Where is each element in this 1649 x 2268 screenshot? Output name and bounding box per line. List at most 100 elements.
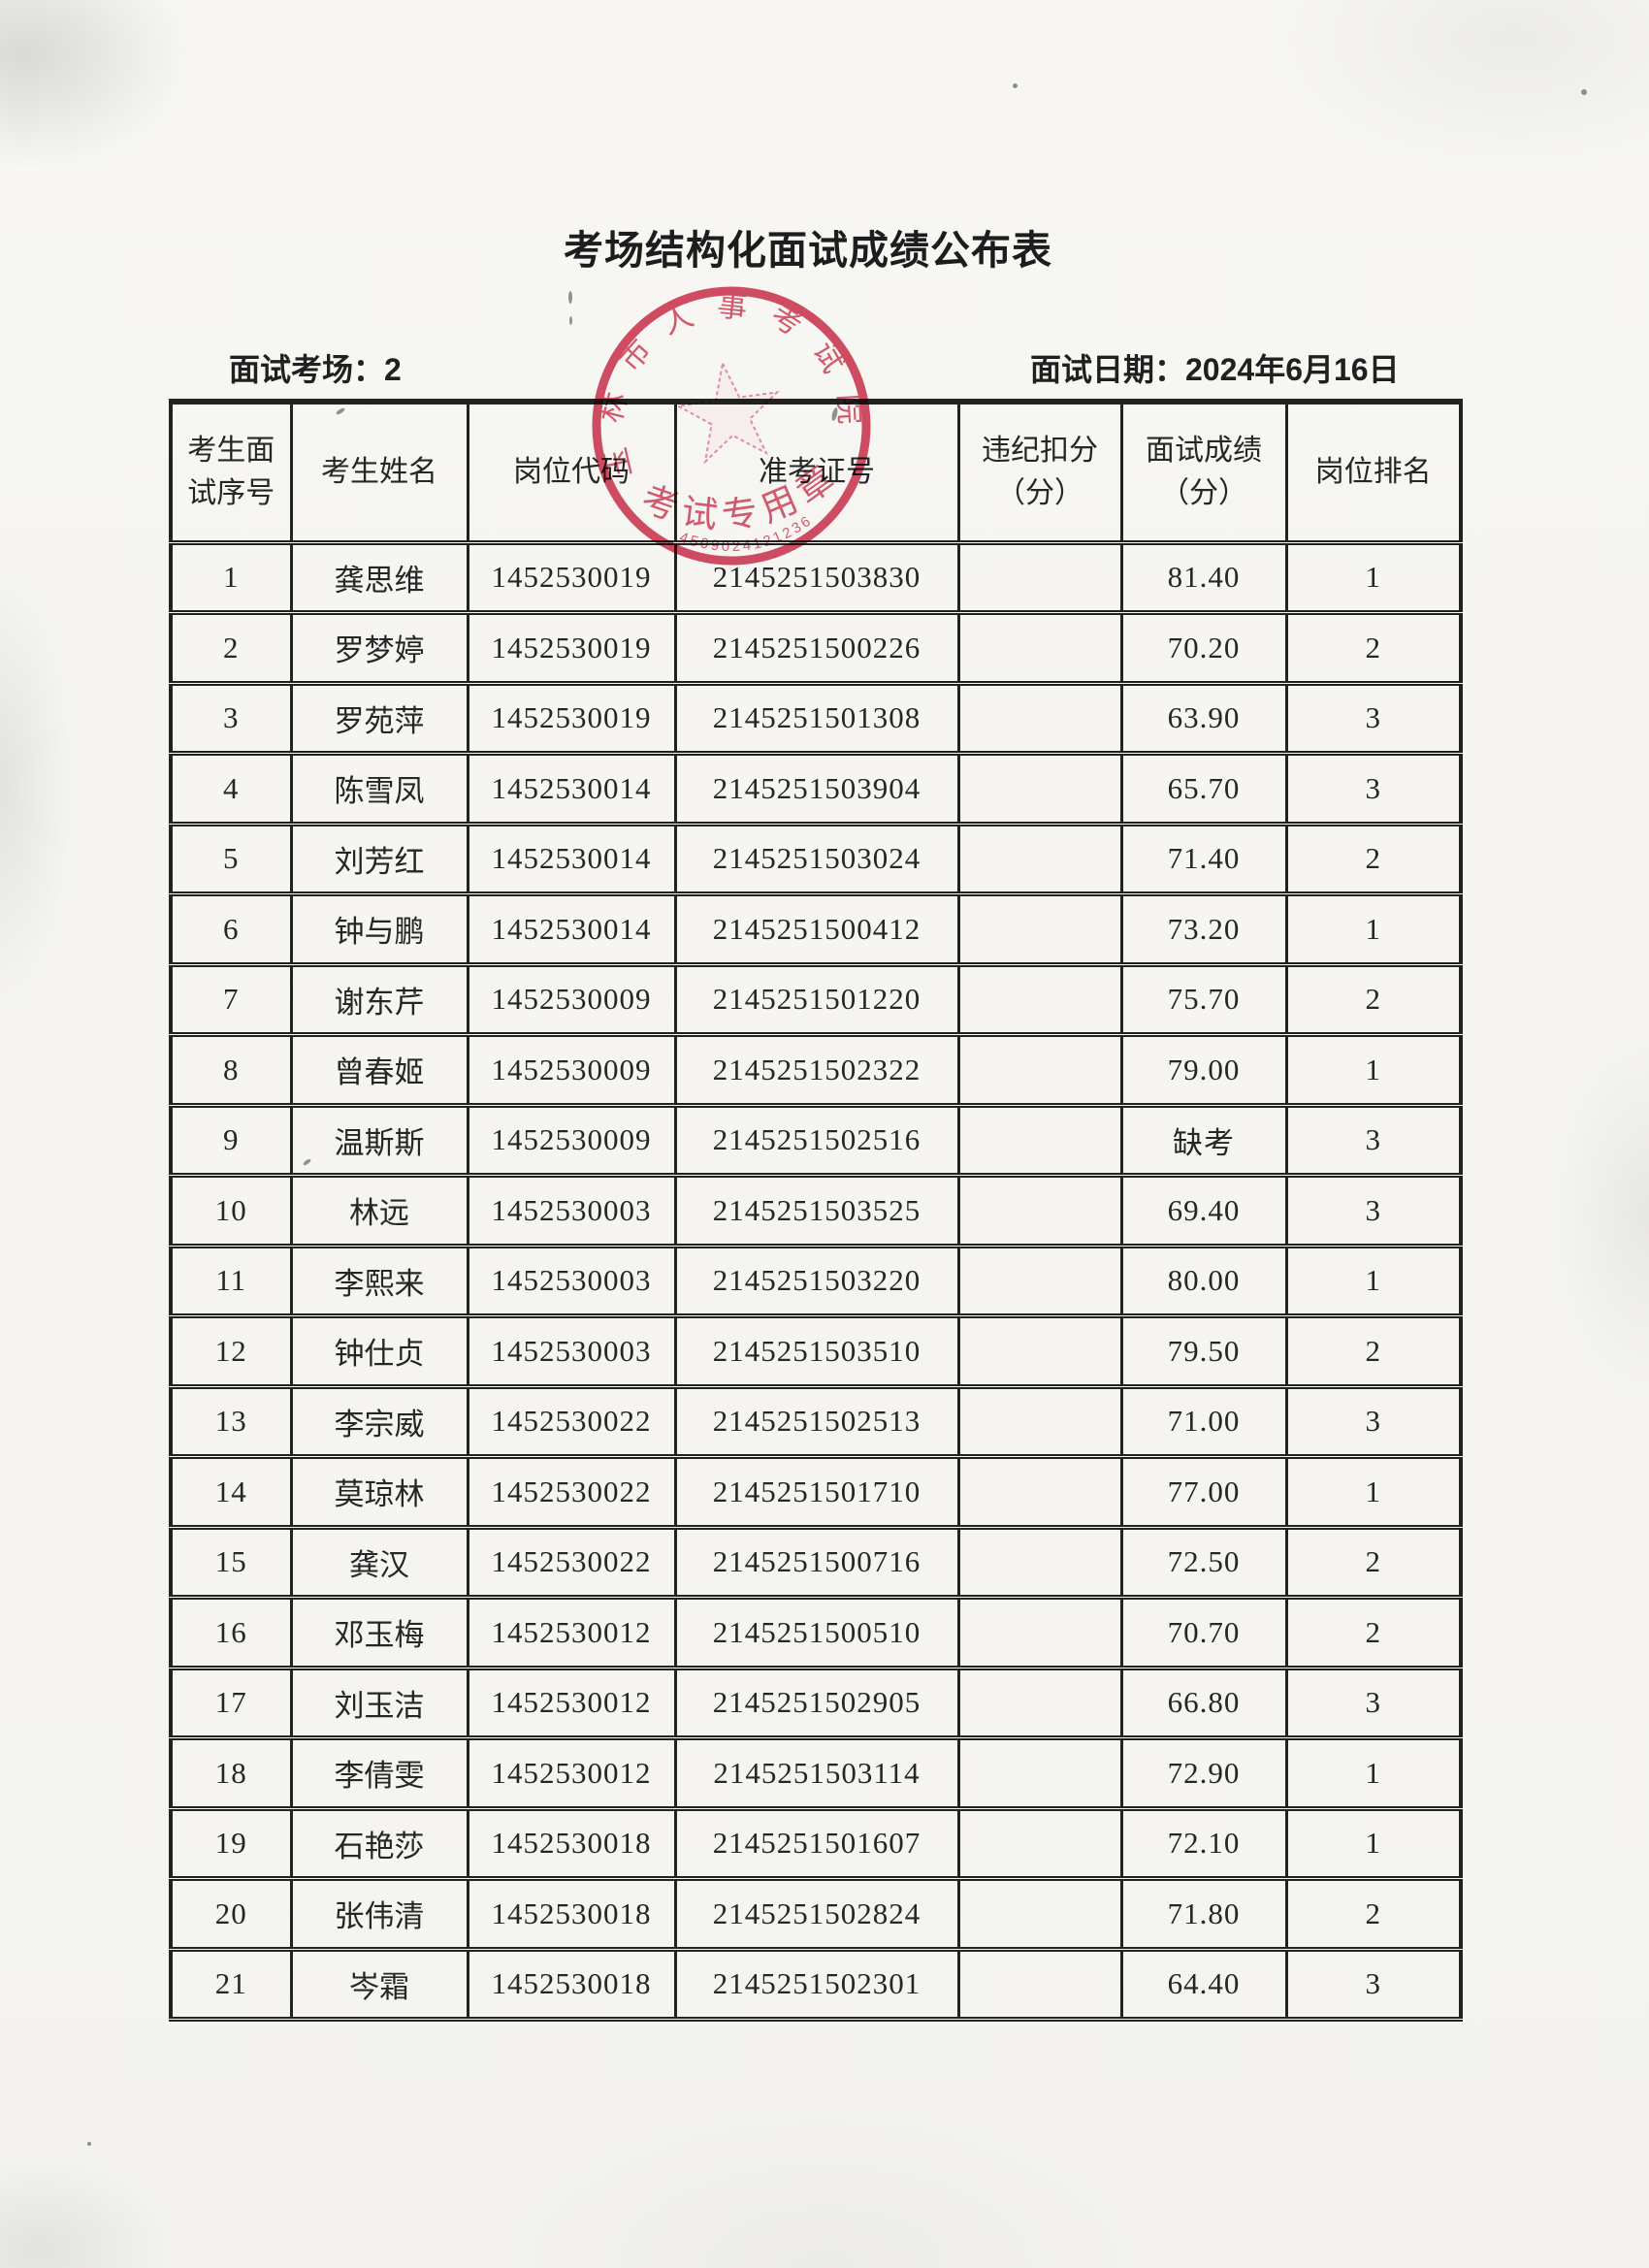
cell-score: 71.00 (1119, 1383, 1288, 1459)
cell-score: 81.40 (1119, 539, 1288, 615)
table-row: 12 钟仕贞 1452530003 2145251503510 79.50 2 (169, 1313, 1463, 1389)
cell-job-code: 1452530018 (466, 1946, 677, 2022)
table-row: 6 钟与鹏 1452530014 2145251500412 73.20 1 (169, 891, 1463, 967)
cell-job-code: 1452530012 (466, 1665, 677, 1740)
cell-score: 70.20 (1119, 610, 1288, 686)
cell-job-code: 1452530009 (466, 961, 677, 1037)
cell-rank: 2 (1284, 1876, 1463, 1952)
cell-deduction (956, 1313, 1123, 1389)
cell-name: 刘玉洁 (289, 1665, 469, 1740)
table-header: 考生面 试序号 考生姓名 岗位代码 准考证号 违纪扣分 （分） 面试成绩 （分）… (169, 399, 1463, 545)
table-row: 15 龚汉 1452530022 2145251500716 72.50 2 (169, 1524, 1463, 1600)
scan-speck (1581, 89, 1587, 95)
cell-deduction (956, 610, 1123, 686)
cell-deduction (956, 1173, 1123, 1248)
cell-deduction (956, 751, 1123, 826)
cell-seq: 19 (169, 1805, 293, 1881)
header-score: 面试成绩 （分） (1119, 399, 1288, 545)
cell-deduction (956, 1665, 1123, 1740)
cell-seq: 5 (169, 821, 293, 896)
cell-job-code: 1452530022 (466, 1524, 677, 1600)
cell-score: 72.10 (1119, 1805, 1288, 1881)
cell-rank: 2 (1284, 1595, 1463, 1670)
cell-seq: 3 (169, 680, 293, 756)
cell-seq: 4 (169, 751, 293, 826)
page-title: 考场结构化面试成绩公布表 (564, 228, 1052, 273)
cell-seq: 2 (169, 610, 293, 686)
cell-job-code: 1452530012 (466, 1735, 677, 1811)
cell-job-code: 1452530003 (466, 1243, 677, 1318)
cell-score: 71.40 (1119, 821, 1288, 896)
cell-deduction (956, 1946, 1123, 2022)
cell-deduction (956, 891, 1123, 967)
cell-rank: 3 (1284, 1173, 1463, 1248)
header-name: 考生姓名 (289, 399, 469, 545)
header-row: 考生面 试序号 考生姓名 岗位代码 准考证号 违纪扣分 （分） 面试成绩 （分）… (169, 399, 1463, 545)
cell-rank: 1 (1284, 1032, 1463, 1108)
cell-rank: 2 (1284, 610, 1463, 686)
cell-deduction (956, 680, 1123, 756)
cell-job-code: 1452530018 (466, 1876, 677, 1952)
cell-name: 刘芳红 (289, 821, 469, 896)
cell-name: 林远 (289, 1173, 469, 1248)
table-row: 5 刘芳红 1452530014 2145251503024 71.40 2 (169, 821, 1463, 896)
cell-rank: 2 (1284, 1524, 1463, 1600)
cell-seq: 16 (169, 1595, 293, 1670)
cell-name: 曾春姬 (289, 1032, 469, 1108)
cell-ticket-no: 2145251503220 (673, 1243, 960, 1318)
cell-seq: 20 (169, 1876, 293, 1952)
cell-rank: 1 (1284, 1735, 1463, 1811)
table-row: 16 邓玉梅 1452530012 2145251500510 70.70 2 (169, 1595, 1463, 1670)
interview-date-label: 面试日期：2024年6月16日 (1030, 352, 1400, 387)
table-row: 14 莫琼林 1452530022 2145251501710 77.00 1 (169, 1454, 1463, 1530)
cell-seq: 8 (169, 1032, 293, 1108)
cell-rank: 3 (1284, 1665, 1463, 1740)
cell-deduction (956, 1383, 1123, 1459)
cell-job-code: 1452530012 (466, 1595, 677, 1670)
cell-ticket-no: 2145251502513 (673, 1383, 960, 1459)
table-row: 7 谢东芹 1452530009 2145251501220 75.70 2 (169, 961, 1463, 1037)
cell-seq: 12 (169, 1313, 293, 1389)
cell-deduction (956, 821, 1123, 896)
cell-rank: 3 (1284, 1946, 1463, 2022)
table-row: 20 张伟清 1452530018 2145251502824 71.80 2 (169, 1876, 1463, 1952)
header-seq: 考生面 试序号 (169, 399, 293, 545)
cell-name: 温斯斯 (289, 1102, 469, 1178)
cell-name: 李熙来 (289, 1243, 469, 1318)
cell-name: 李宗威 (289, 1383, 469, 1459)
cell-name: 龚思维 (289, 539, 469, 615)
table-row: 17 刘玉洁 1452530012 2145251502905 66.80 3 (169, 1665, 1463, 1740)
cell-name: 陈雪凤 (289, 751, 469, 826)
cell-name: 邓玉梅 (289, 1595, 469, 1670)
cell-name: 龚汉 (289, 1524, 469, 1600)
score-table-container: 考生面 试序号 考生姓名 岗位代码 准考证号 违纪扣分 （分） 面试成绩 （分）… (169, 399, 1463, 2022)
scan-speck (87, 2142, 91, 2146)
cell-seq: 10 (169, 1173, 293, 1248)
cell-seq: 14 (169, 1454, 293, 1530)
cell-score: 缺考 (1119, 1102, 1288, 1178)
cell-name: 钟仕贞 (289, 1313, 469, 1389)
cell-seq: 11 (169, 1243, 293, 1318)
cell-score: 69.40 (1119, 1173, 1288, 1248)
cell-ticket-no: 2145251501308 (673, 680, 960, 756)
cell-name: 莫琼林 (289, 1454, 469, 1530)
cell-seq: 1 (169, 539, 293, 615)
table-row: 10 林远 1452530003 2145251503525 69.40 3 (169, 1173, 1463, 1248)
cell-score: 72.90 (1119, 1735, 1288, 1811)
cell-ticket-no: 2145251503024 (673, 821, 960, 896)
cell-seq: 13 (169, 1383, 293, 1459)
cell-job-code: 1452530019 (466, 539, 677, 615)
cell-ticket-no: 2145251503830 (673, 539, 960, 615)
table-row: 21 岑霜 1452530018 2145251502301 64.40 3 (169, 1946, 1463, 2022)
scan-speck (1013, 83, 1018, 88)
cell-score: 75.70 (1119, 961, 1288, 1037)
header-deduction: 违纪扣分 （分） (956, 399, 1123, 545)
cell-deduction (956, 1524, 1123, 1600)
cell-rank: 1 (1284, 891, 1463, 967)
cell-ticket-no: 2145251502824 (673, 1876, 960, 1952)
cell-seq: 7 (169, 961, 293, 1037)
cell-job-code: 1452530014 (466, 821, 677, 896)
cell-rank: 1 (1284, 1805, 1463, 1881)
cell-score: 65.70 (1119, 751, 1288, 826)
cell-seq: 9 (169, 1102, 293, 1178)
